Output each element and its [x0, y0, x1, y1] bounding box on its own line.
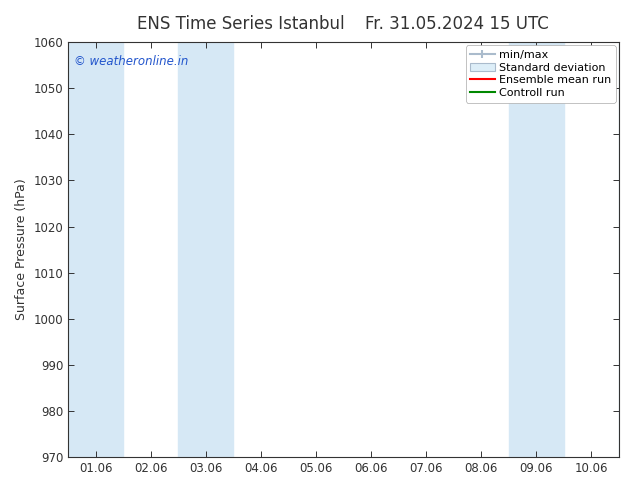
Text: ENS Time Series Istanbul: ENS Time Series Istanbul	[137, 15, 345, 33]
Y-axis label: Surface Pressure (hPa): Surface Pressure (hPa)	[15, 179, 28, 320]
Text: © weatheronline.in: © weatheronline.in	[74, 54, 188, 68]
Legend: min/max, Standard deviation, Ensemble mean run, Controll run: min/max, Standard deviation, Ensemble me…	[465, 46, 616, 102]
Bar	[178, 42, 233, 457]
Bar	[68, 42, 123, 457]
Bar	[536, 42, 564, 457]
Bar	[509, 42, 536, 457]
Text: Fr. 31.05.2024 15 UTC: Fr. 31.05.2024 15 UTC	[365, 15, 548, 33]
Bar	[619, 42, 634, 457]
